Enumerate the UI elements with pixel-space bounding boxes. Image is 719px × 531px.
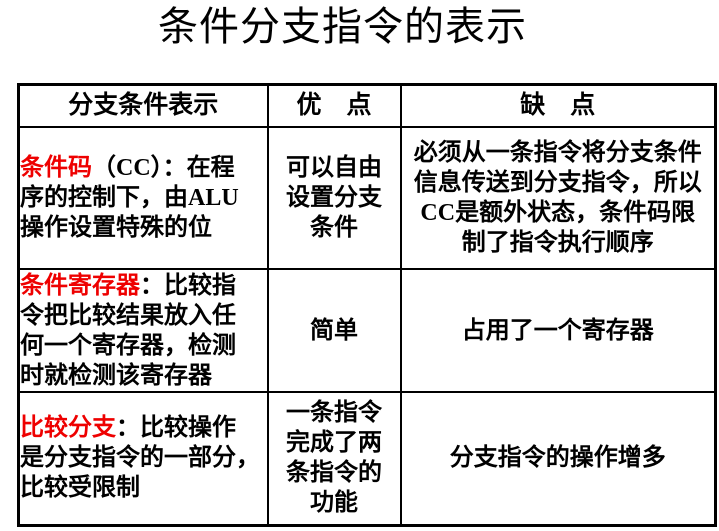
disadvantage-cell: 必须从一条指令将分支条件 信息传送到分支指令，所以 CC是额外状态，条件码限 制… — [399, 126, 717, 270]
term-highlight: 条件码 — [20, 155, 93, 181]
table-row-condition-register: 条件寄存器：比较指 令把比较结果放入任 何一个寄存器，检测 时就检测该寄存器 简… — [17, 268, 717, 393]
advantage-cell: 简单 — [266, 268, 402, 393]
table-row-compare-branch: 比较分支：比较操作 是分支指令的一部分， 比较受限制 一条指令 完成了两 条指令… — [17, 391, 717, 526]
disadvantage-cell: 分支指令的操作增多 — [399, 391, 717, 526]
method-cell: 条件寄存器：比较指 令把比较结果放入任 何一个寄存器，检测 时就检测该寄存器 — [17, 268, 269, 393]
method-description: ：比较指 令把比较结果放入任 何一个寄存器，检测 时就检测该寄存器 — [20, 272, 237, 389]
method-cell: 比较分支：比较操作 是分支指令的一部分， 比较受限制 — [17, 391, 269, 526]
advantage-cell: 可以自由 设置分支 条件 — [266, 126, 402, 270]
header-advantage: 优 点 — [266, 83, 402, 128]
branch-condition-table: 分支条件表示 优 点 缺 点 条件码（CC）：在程 序的控制下，由ALU 操作设… — [17, 83, 717, 527]
term-highlight: 条件寄存器 — [20, 272, 141, 299]
header-disadvantage: 缺 点 — [399, 83, 717, 128]
header-branch-representation: 分支条件表示 — [17, 83, 269, 128]
table-row-condition-code: 条件码（CC）：在程 序的控制下，由ALU 操作设置特殊的位 可以自由 设置分支… — [17, 126, 717, 270]
disadvantage-cell: 占用了一个寄存器 — [399, 268, 717, 393]
term-highlight: 比较分支 — [20, 415, 117, 442]
method-cell: 条件码（CC）：在程 序的控制下，由ALU 操作设置特殊的位 — [17, 126, 269, 270]
table-header-row: 分支条件表示 优 点 缺 点 — [17, 83, 717, 128]
page-title: 条件分支指令的表示 — [158, 4, 527, 49]
advantage-cell: 一条指令 完成了两 条指令的 功能 — [266, 391, 402, 526]
method-description: ：比较操作 是分支指令的一部分， 比较受限制 — [20, 415, 261, 502]
method-description: （CC）：在程 序的控制下，由ALU 操作设置特殊的位 — [20, 155, 239, 241]
